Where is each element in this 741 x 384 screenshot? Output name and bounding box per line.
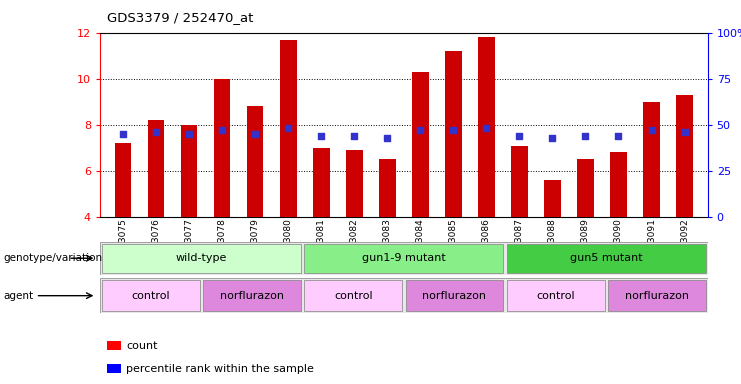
Bar [313, 148, 330, 217]
Point [216, 127, 228, 133]
Bar [445, 51, 462, 217]
Bar [305, 243, 503, 273]
Text: norflurazon: norflurazon [625, 291, 689, 301]
Bar [478, 37, 495, 217]
Text: control: control [131, 291, 170, 301]
Bar [608, 280, 706, 311]
Point [645, 127, 657, 133]
Bar [643, 102, 659, 217]
Bar [677, 95, 693, 217]
Bar [507, 280, 605, 311]
Text: percentile rank within the sample: percentile rank within the sample [126, 364, 314, 374]
Point [382, 135, 393, 141]
Bar [280, 40, 296, 217]
Bar [214, 79, 230, 217]
Text: gun1-9 mutant: gun1-9 mutant [362, 253, 446, 263]
Bar [107, 341, 121, 350]
Text: GDS3379 / 252470_at: GDS3379 / 252470_at [107, 12, 254, 25]
Bar [611, 152, 627, 217]
Text: gun5 mutant: gun5 mutant [570, 253, 642, 263]
Point [679, 129, 691, 135]
Point [150, 129, 162, 135]
Bar [379, 159, 396, 217]
Point [183, 131, 195, 137]
Point [282, 126, 294, 132]
Bar [544, 180, 561, 217]
Text: norflurazon: norflurazon [422, 291, 487, 301]
Bar [507, 243, 706, 273]
Bar [107, 364, 121, 373]
Point [117, 131, 129, 137]
Bar [412, 72, 428, 217]
Point [480, 126, 492, 132]
Bar [102, 280, 199, 311]
Point [249, 131, 261, 137]
Bar [511, 146, 528, 217]
Bar [203, 280, 301, 311]
Text: agent: agent [4, 291, 34, 301]
Text: control: control [334, 291, 373, 301]
Bar [346, 150, 362, 217]
Point [579, 133, 591, 139]
Text: wild-type: wild-type [176, 253, 227, 263]
Bar [305, 280, 402, 311]
Point [613, 133, 625, 139]
Bar [181, 125, 197, 217]
Bar [577, 159, 594, 217]
Bar [148, 120, 165, 217]
Point [514, 133, 525, 139]
Text: count: count [126, 341, 158, 351]
Bar [102, 243, 301, 273]
Text: genotype/variation: genotype/variation [4, 253, 103, 263]
Point [414, 127, 426, 133]
Point [547, 135, 559, 141]
Bar [115, 143, 131, 217]
Bar [405, 280, 503, 311]
Text: norflurazon: norflurazon [220, 291, 284, 301]
Bar [247, 106, 264, 217]
Point [348, 133, 360, 139]
Point [316, 133, 328, 139]
Text: control: control [536, 291, 575, 301]
Point [448, 127, 459, 133]
